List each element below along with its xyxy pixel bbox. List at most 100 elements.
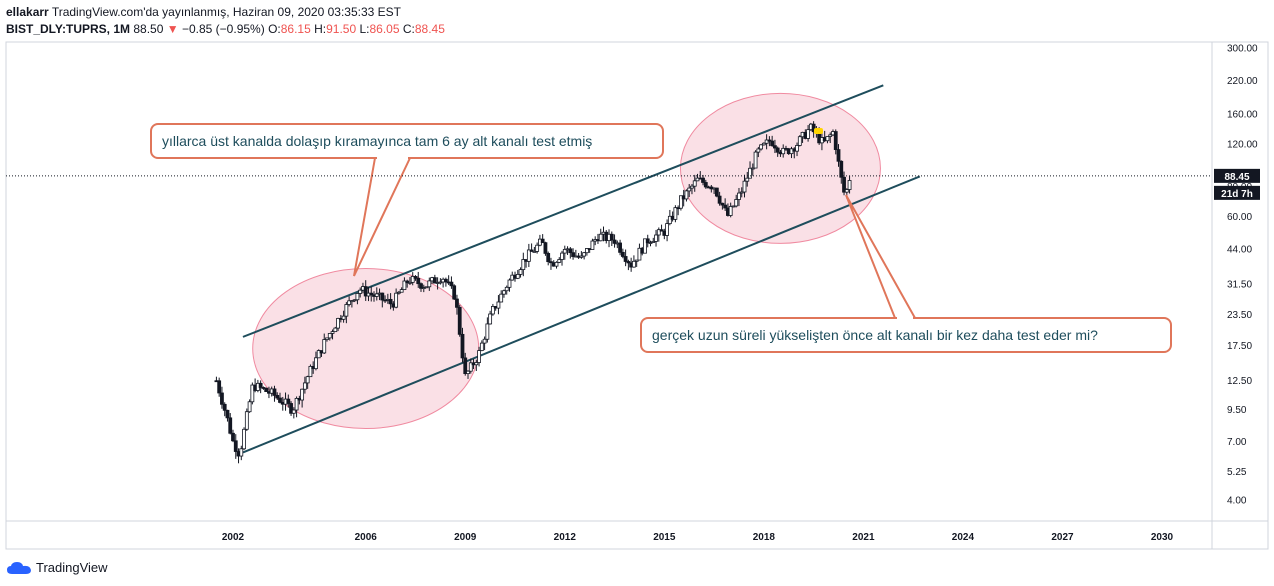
candle-body	[275, 395, 280, 399]
ohlc-legend: BIST_DLY:TUPRS, 1M 88.50 ▼ −0.85 (−0.95%…	[6, 22, 445, 36]
candle-body	[742, 180, 747, 193]
candle-body	[775, 147, 780, 153]
symbol-label: BIST_DLY:TUPRS, 1M	[6, 22, 131, 36]
candle-body	[286, 398, 291, 404]
time-tick-label: 2024	[952, 532, 975, 543]
candle-body	[842, 176, 846, 193]
candle-body	[637, 247, 642, 261]
candle-body	[579, 255, 584, 258]
candle-body	[806, 129, 810, 139]
channel-line-lower[interactable]	[242, 175, 921, 454]
candle-body	[811, 123, 816, 133]
candle-body	[667, 215, 672, 225]
time-tick-label: 2012	[554, 532, 577, 543]
time-tick-label: 2015	[653, 532, 676, 543]
candle-body	[612, 239, 617, 244]
candle-body	[571, 252, 575, 257]
candle-body	[327, 333, 332, 339]
candle-body	[330, 331, 335, 334]
price-tick-label: 17.50	[1227, 341, 1252, 352]
time-tick-label: 2009	[454, 532, 477, 543]
callouts: yıllarca üst kanalda dolaşıp kıramayınca…	[150, 123, 1172, 353]
candle-body	[502, 290, 506, 295]
open-value: 86.15	[280, 22, 311, 36]
callout-pointer	[353, 157, 411, 277]
candle-body	[302, 382, 307, 390]
candle-body	[828, 134, 833, 137]
price-tick-label: 9.50	[1227, 405, 1247, 416]
candle-body	[764, 139, 769, 144]
candle-body	[844, 189, 849, 193]
candle-body	[427, 280, 432, 288]
candle-body	[333, 327, 338, 333]
candle-body	[833, 131, 838, 150]
candle-body	[836, 149, 841, 162]
candle-body	[781, 147, 786, 155]
down-arrow-icon: ▼	[166, 22, 179, 36]
candle-body	[549, 261, 553, 264]
candle-body	[488, 313, 493, 325]
candle-body	[634, 259, 639, 262]
candle-body	[455, 298, 459, 308]
candle-body	[526, 249, 531, 262]
candle-body	[416, 277, 421, 285]
candle-body	[684, 190, 689, 200]
candle-body	[291, 409, 296, 414]
candle-body	[761, 142, 766, 146]
last-price-badge	[1214, 168, 1260, 183]
candle-body	[773, 145, 777, 149]
candle-body	[474, 362, 479, 366]
candle-body	[703, 182, 708, 188]
candle-body	[648, 242, 653, 244]
candle-body	[239, 448, 244, 457]
candle-body	[847, 180, 852, 190]
candle-body	[745, 177, 750, 182]
candle-body	[289, 403, 293, 414]
candle-body	[651, 241, 656, 243]
candle-body	[394, 292, 399, 308]
candle-body	[767, 139, 772, 142]
price-tick-label: 31.50	[1227, 279, 1252, 290]
price-tick-label: 23.50	[1227, 310, 1252, 321]
time-tick-label: 2030	[1151, 532, 1174, 543]
candle-body	[839, 160, 844, 178]
candle-body	[590, 240, 595, 250]
candle-body	[518, 269, 523, 275]
channel-lines[interactable]	[242, 84, 921, 454]
candle-body	[750, 167, 755, 170]
candle-body	[748, 167, 752, 179]
price-axis[interactable]: 4.00 5.25 7.00 9.50 12.50 17.50 23.50 31.50 44.0…	[1227, 44, 1258, 507]
candle-body	[225, 409, 230, 419]
candle-body	[609, 233, 614, 241]
candle-body	[449, 281, 454, 287]
candle-body	[380, 292, 385, 301]
candle-body	[402, 280, 407, 291]
candle-body	[408, 281, 412, 284]
candle-body	[687, 187, 692, 192]
tradingview-footer[interactable]: TradingView	[6, 560, 108, 575]
author-name[interactable]: ellakarr	[6, 5, 49, 19]
candle-body	[632, 260, 636, 268]
candle-body	[477, 350, 481, 363]
low-label: L:	[359, 22, 370, 36]
tradingview-brand: TradingView	[36, 560, 108, 575]
yellow-marker	[814, 128, 823, 134]
candle-body	[222, 403, 227, 411]
candle-body	[499, 293, 504, 303]
time-axis[interactable]: 2002 2006 2009 2012 2015 2018 2021 2024 2027 2030	[222, 532, 1174, 543]
channel-line-upper[interactable]	[242, 84, 884, 338]
candle-body	[405, 280, 410, 284]
last-price-badge-text: 88.45	[1224, 172, 1249, 183]
candle-body	[308, 365, 313, 378]
candle-body	[562, 248, 567, 254]
close-label: C:	[402, 22, 415, 36]
candle-body	[496, 301, 501, 309]
price-tick-label: 12.50	[1227, 376, 1252, 387]
candle-body	[507, 279, 512, 288]
candle-body	[659, 229, 664, 232]
candle-body	[753, 151, 758, 169]
candle-body	[479, 342, 484, 351]
candle-body	[399, 289, 404, 293]
candle-body	[557, 259, 562, 263]
